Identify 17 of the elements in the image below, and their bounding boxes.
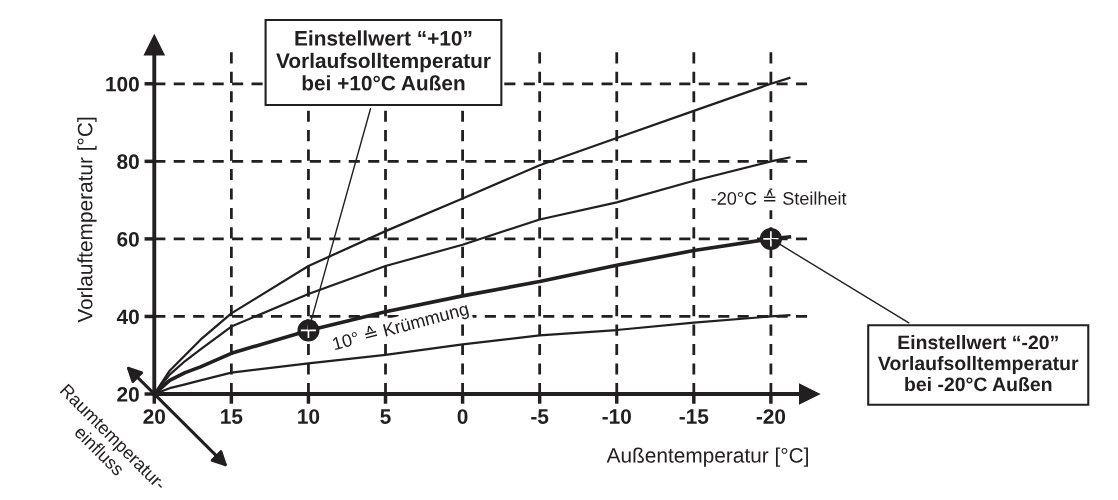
x-tick-label: -20 [756, 409, 786, 424]
annotation: Einstellwert “-20” Vorlaufsolltemperatur bei -20°C Außen [878, 334, 1079, 392]
x-tick-label: 15 [221, 409, 243, 424]
y-tick-label: 60 [117, 231, 139, 247]
x-tick-label: -15 [679, 409, 709, 424]
annotation: -20°C ≙ Steilheit [711, 189, 847, 205]
y-axis-title: Vorlauftemperatur [°C] [77, 117, 97, 323]
x-tick-label: 0 [457, 409, 468, 424]
x-tick-label: -5 [531, 409, 549, 424]
y-tick-label: 100 [106, 76, 139, 92]
x-axis-title: Außentemperatur [°C] [606, 447, 808, 467]
x-tick-label: 5 [380, 409, 391, 424]
x-tick-label: -10 [602, 409, 631, 424]
y-tick-label: 40 [116, 309, 139, 325]
y-tick-label: 80 [117, 154, 139, 170]
x-tick-label: 10 [298, 409, 320, 424]
annotation: Einstellwert “+10” Vorlaufsolltemperatur bei +10°C Außen [276, 30, 491, 91]
